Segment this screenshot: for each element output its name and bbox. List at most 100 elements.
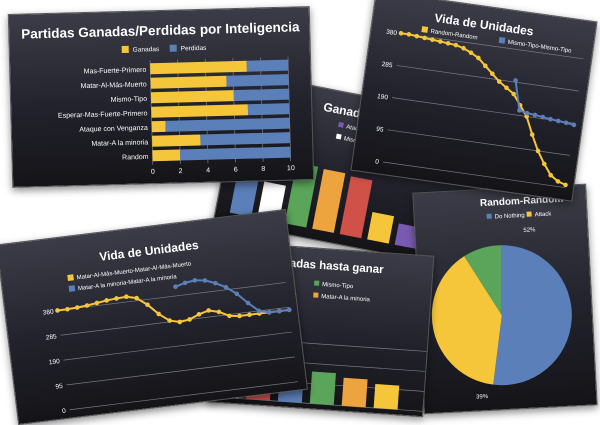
- data-point: [414, 33, 420, 39]
- bar-perdidas: [200, 132, 291, 146]
- category-label: Ataque con Venganza: [79, 125, 148, 134]
- data-point: [511, 91, 516, 97]
- category-label: Random: [122, 154, 149, 162]
- data-point: [532, 112, 538, 118]
- data-point: [437, 39, 443, 44]
- y-tick-label: 380: [42, 308, 54, 316]
- data-point: [513, 78, 518, 83]
- y-gridline: [387, 129, 570, 156]
- data-point: [517, 108, 522, 113]
- data-point: [156, 311, 161, 317]
- y-tick-label: 0: [62, 408, 67, 415]
- data-point: [555, 179, 561, 184]
- y-tick-label: 285: [45, 333, 57, 341]
- y-gridline: [57, 282, 286, 311]
- bar-perdidas: [247, 103, 290, 116]
- bar-ganadas: [151, 120, 166, 133]
- legend-swatch: [498, 36, 506, 44]
- data-point: [529, 132, 535, 137]
- category-label: Matar-A la minoria: [91, 139, 148, 147]
- data-point: [461, 45, 466, 51]
- x-tick-label: 6: [234, 167, 238, 174]
- data-point: [476, 55, 481, 61]
- legend-label: Do Nothing: [495, 213, 525, 221]
- data-point: [468, 50, 474, 56]
- chart-card-wins-losses: Partidas Ganadas/Perdidas por Inteligenc…: [7, 6, 315, 188]
- y-tick-label: 285: [381, 61, 393, 69]
- legend-label: Matar-A la minoria: [321, 294, 371, 303]
- data-point: [104, 298, 109, 303]
- chart-card-vida-top: Vida de Unidades Random-Random Mismo-Tipo-…: [350, 0, 598, 202]
- legend-label: Ataqu: [346, 124, 363, 133]
- chart-wins-losses: Partidas Ganadas/Perdidas por Inteligenc…: [21, 19, 300, 175]
- legend-swatch-perdidas: [169, 44, 177, 52]
- bar: [339, 176, 373, 239]
- data-point: [489, 71, 495, 76]
- data-point: [196, 312, 202, 317]
- legend-swatch: [338, 121, 344, 128]
- bar: [312, 169, 346, 233]
- data-point: [245, 300, 251, 306]
- y-gridline: [66, 356, 295, 386]
- x-tick-label: 8: [261, 166, 265, 173]
- category-label: Mismo-Tipo: [111, 96, 148, 104]
- data-point: [563, 120, 569, 126]
- y-tick-label: 190: [377, 93, 389, 101]
- x-tick-label: 2: [179, 168, 183, 175]
- data-point: [406, 32, 412, 37]
- chart-card-random-pie: Random-Random Do Nothing Attack 52% 39%: [412, 183, 598, 415]
- legend-swatch: [314, 280, 320, 286]
- chart-card-vida-bottom: Vida de Unidades Matar-Al-Más-Muerto-Mata…: [0, 208, 309, 425]
- data-point: [483, 63, 488, 69]
- pie-slice: [493, 245, 572, 386]
- bar-ganadas: [152, 149, 181, 162]
- y-gridline: [63, 331, 292, 361]
- data-point: [504, 85, 509, 91]
- legend-label: Attack: [535, 211, 553, 218]
- y-tick-label: 190: [49, 358, 61, 366]
- chart-vida-bottom: Vida de UnidadesMatar-Al-Más-Muerto-Mata…: [42, 238, 299, 415]
- data-point: [556, 118, 561, 124]
- bar: [367, 211, 395, 244]
- y-gridline: [400, 32, 584, 60]
- data-point: [192, 278, 198, 283]
- bar-perdidas: [179, 146, 291, 161]
- data-point: [445, 41, 451, 46]
- data-point: [202, 278, 208, 283]
- legend-swatch: [421, 26, 429, 33]
- category-label: Matar-Al-Más-Muerto: [80, 81, 146, 90]
- y-tick-label: 380: [386, 29, 398, 37]
- y-gridline: [382, 161, 566, 188]
- data-point: [94, 300, 100, 306]
- data-point: [65, 306, 70, 312]
- series-line: [514, 80, 575, 126]
- legend-swatch: [313, 292, 319, 298]
- bar-ganadas: [150, 60, 247, 75]
- bar-ganadas: [150, 90, 234, 104]
- y-gridline: [396, 65, 579, 92]
- y-gridline: [69, 381, 299, 411]
- data-point: [114, 296, 119, 301]
- data-point: [167, 318, 172, 323]
- data-point: [187, 317, 192, 322]
- data-point: [124, 294, 129, 300]
- legend-label-perdidas: Perdidas: [181, 45, 208, 53]
- data-point: [398, 30, 404, 36]
- data-point: [286, 307, 292, 313]
- data-point: [234, 291, 240, 297]
- data-point: [430, 37, 435, 43]
- data-point: [563, 182, 568, 188]
- data-point: [548, 116, 553, 122]
- x-tick-label: 10: [287, 165, 295, 172]
- legend-swatch: [486, 213, 492, 219]
- y-tick-label: 0: [375, 158, 380, 165]
- data-point: [276, 308, 282, 314]
- data-point: [216, 309, 222, 315]
- bar-perdidas: [233, 88, 290, 102]
- legend-label: Mismo-Tipo: [322, 282, 354, 290]
- data-point: [548, 172, 554, 178]
- data-point: [422, 35, 427, 41]
- bar-perdidas: [165, 117, 290, 132]
- legend-swatch: [67, 274, 74, 281]
